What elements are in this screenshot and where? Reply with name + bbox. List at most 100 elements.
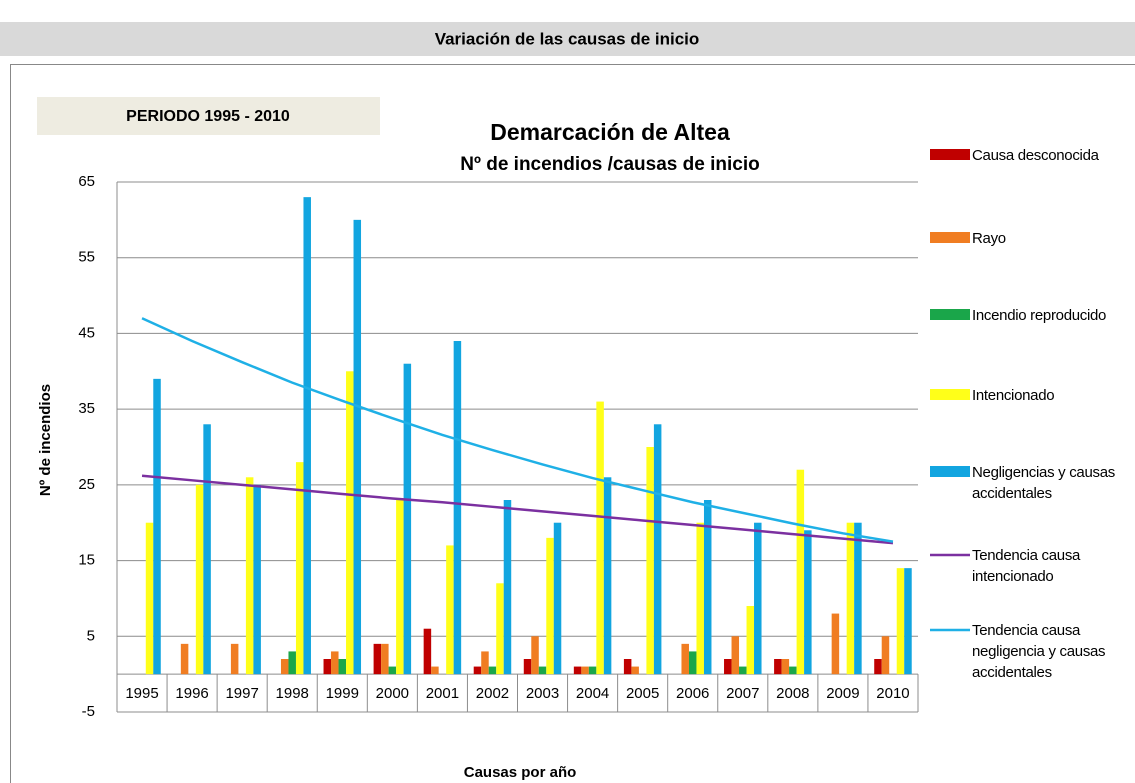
bar [253,484,261,675]
bar [388,666,397,675]
bar [846,522,855,675]
x-tick-label: 2000 [376,685,409,702]
legend-label: Tendencia causa negligencia y causas acc… [972,622,1106,681]
bar [754,522,762,675]
x-tick-label: 2006 [676,685,709,702]
legend-label: Causa desconocida [972,147,1099,164]
bar [338,659,347,675]
bar [724,659,732,675]
bar [145,522,154,675]
legend-swatch [930,389,970,400]
bar [731,636,740,675]
bar [446,545,454,675]
bar [904,568,912,675]
x-tick-label: 1998 [276,685,309,702]
x-tick-label: 2003 [526,685,559,702]
bar [523,659,532,675]
bar [653,424,662,675]
trend-line [141,317,894,543]
legend-label: Incendio reproducido [972,307,1107,324]
bar [295,462,304,675]
bar [403,363,412,675]
y-tick-label: 35 [78,400,95,417]
bar [623,659,632,675]
bar [553,522,562,675]
bar [423,628,432,675]
trend-line [141,474,894,545]
bar [303,197,311,675]
x-tick-label: 1995 [125,685,158,702]
header-bar [0,22,1135,56]
x-tick-label: 2010 [876,685,909,702]
bar [696,522,704,675]
bar [473,666,482,675]
x-tick-label: 2009 [826,685,859,702]
bar [195,484,204,675]
bar [488,666,497,675]
bar [646,447,654,675]
bar [854,522,862,675]
bar [874,659,882,675]
bar [381,643,389,675]
x-tick-label: 2008 [776,685,809,702]
legend-label: Intencionado [972,387,1055,404]
bar [781,659,790,675]
legend-swatch [930,232,970,243]
bar [804,530,812,675]
bar [153,378,161,675]
bar [573,666,582,675]
bar [230,643,239,675]
legend-label: Tendencia causa intencionado [972,547,1081,585]
legend-label: Negligencias y causas accidentales [972,464,1115,502]
period-box [37,97,380,135]
bar [331,651,339,675]
bar [789,666,797,675]
bar [603,477,612,675]
chart-frame [10,64,1135,783]
bar [481,651,489,675]
x-tick-label: 2005 [626,685,659,702]
header-title: Variación de las causas de inicio [435,29,700,48]
bar [581,666,589,675]
legend-label: Rayo [972,230,1006,247]
y-tick-label: -5 [82,703,95,720]
x-tick-label: 2002 [476,685,509,702]
bar [280,659,289,675]
bar [531,636,539,675]
bar [896,568,905,675]
bar [496,583,504,675]
y-tick-label: 65 [78,173,95,190]
bar [774,659,782,675]
legend-swatch [930,309,970,320]
bar [796,469,805,675]
bar [703,500,712,675]
bar [881,636,890,675]
x-tick-label: 2007 [726,685,759,702]
period-label: PERIODO 1995 - 2010 [126,108,290,125]
bar [746,606,755,675]
bar [831,613,840,675]
bar [288,651,296,675]
bar [453,341,462,675]
bar [538,666,547,675]
bar [180,643,189,675]
bar [431,666,439,675]
y-tick-label: 55 [78,249,95,266]
bar [588,666,597,675]
bar [631,666,639,675]
bar [681,643,689,675]
bar [596,401,604,675]
bar [688,651,697,675]
y-tick-label: 25 [78,476,95,493]
bar [346,371,354,675]
bar [353,219,362,675]
chart-title: Demarcación de Altea [490,119,730,145]
y-tick-label: 45 [78,324,95,341]
bar [503,500,512,675]
bar [245,477,254,675]
x-tick-label: 1996 [175,685,208,702]
legend-swatch [930,149,970,160]
y-tick-label: 5 [87,627,95,644]
